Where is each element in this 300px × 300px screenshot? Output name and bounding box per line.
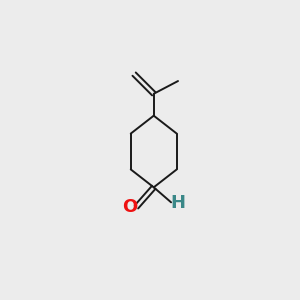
Text: H: H [170, 194, 185, 212]
Text: O: O [122, 198, 138, 216]
